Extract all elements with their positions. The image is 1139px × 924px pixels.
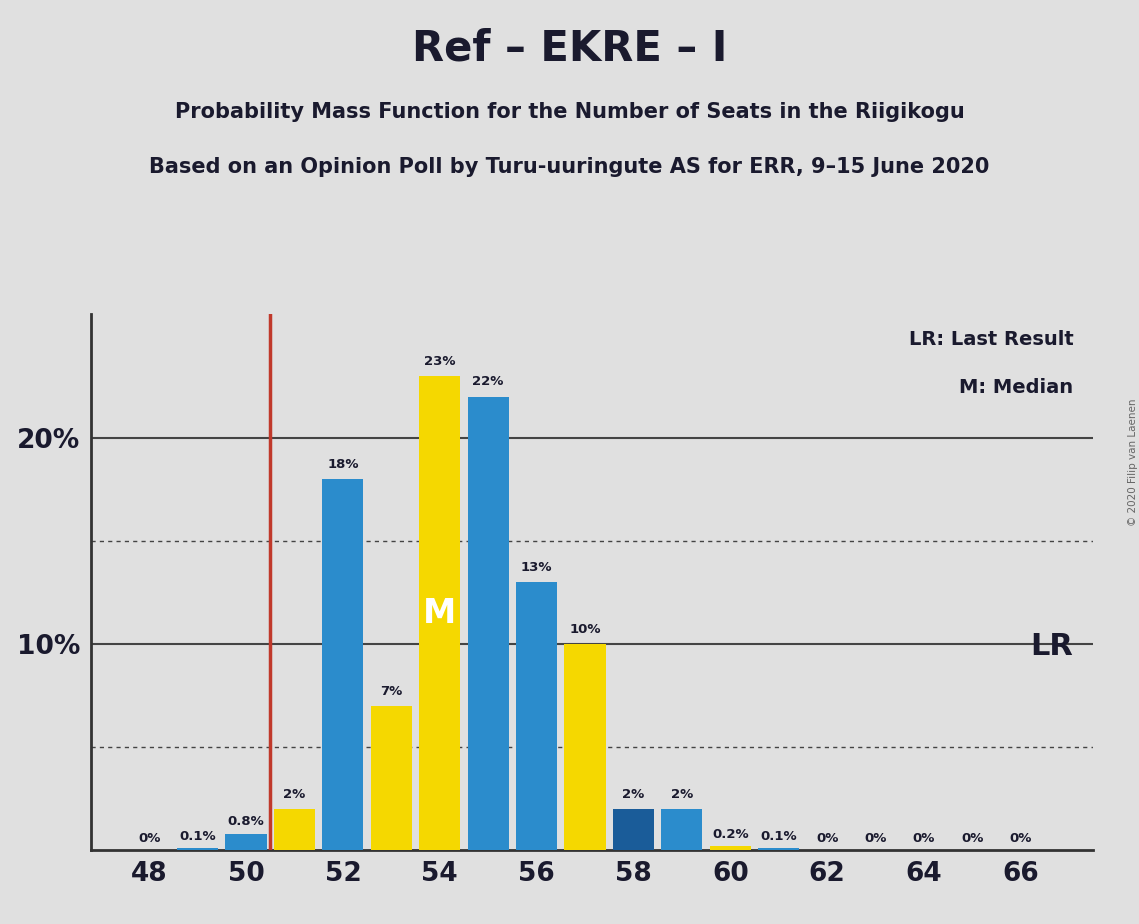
Bar — [419, 376, 460, 850]
Bar — [468, 396, 509, 850]
Text: 0%: 0% — [865, 832, 887, 845]
Text: Ref – EKRE – I: Ref – EKRE – I — [412, 28, 727, 69]
Text: 22%: 22% — [473, 375, 503, 388]
Text: © 2020 Filip van Laenen: © 2020 Filip van Laenen — [1129, 398, 1138, 526]
Bar — [759, 848, 800, 850]
Text: 13%: 13% — [521, 561, 552, 574]
Text: Probability Mass Function for the Number of Seats in the Riigikogu: Probability Mass Function for the Number… — [174, 102, 965, 122]
Text: 0%: 0% — [961, 832, 984, 845]
Bar — [662, 808, 703, 850]
Text: 7%: 7% — [380, 685, 402, 698]
Bar — [371, 706, 412, 850]
Text: 18%: 18% — [327, 457, 359, 471]
Text: 0.8%: 0.8% — [228, 816, 264, 829]
Bar — [613, 808, 654, 850]
Text: LR: LR — [1031, 632, 1073, 661]
Bar — [177, 848, 219, 850]
Text: Based on an Opinion Poll by Turu-uuringute AS for ERR, 9–15 June 2020: Based on an Opinion Poll by Turu-uuringu… — [149, 157, 990, 177]
Text: 23%: 23% — [424, 355, 456, 368]
Text: M: M — [423, 597, 457, 629]
Text: LR: Last Result: LR: Last Result — [909, 330, 1073, 349]
Bar — [565, 644, 606, 850]
Text: 0%: 0% — [912, 832, 935, 845]
Text: 10%: 10% — [570, 623, 600, 636]
Text: 0%: 0% — [1009, 832, 1032, 845]
Text: 0%: 0% — [138, 832, 161, 845]
Bar — [226, 833, 267, 850]
Text: M: Median: M: Median — [959, 379, 1073, 397]
Text: 0.1%: 0.1% — [761, 830, 797, 843]
Bar — [516, 582, 557, 850]
Text: 2%: 2% — [671, 787, 693, 800]
Bar — [322, 479, 363, 850]
Text: 2%: 2% — [622, 787, 645, 800]
Text: 0.2%: 0.2% — [712, 828, 748, 841]
Bar — [710, 846, 751, 850]
Bar — [273, 808, 316, 850]
Text: 2%: 2% — [284, 787, 305, 800]
Text: 0%: 0% — [816, 832, 838, 845]
Text: 0.1%: 0.1% — [179, 830, 216, 843]
